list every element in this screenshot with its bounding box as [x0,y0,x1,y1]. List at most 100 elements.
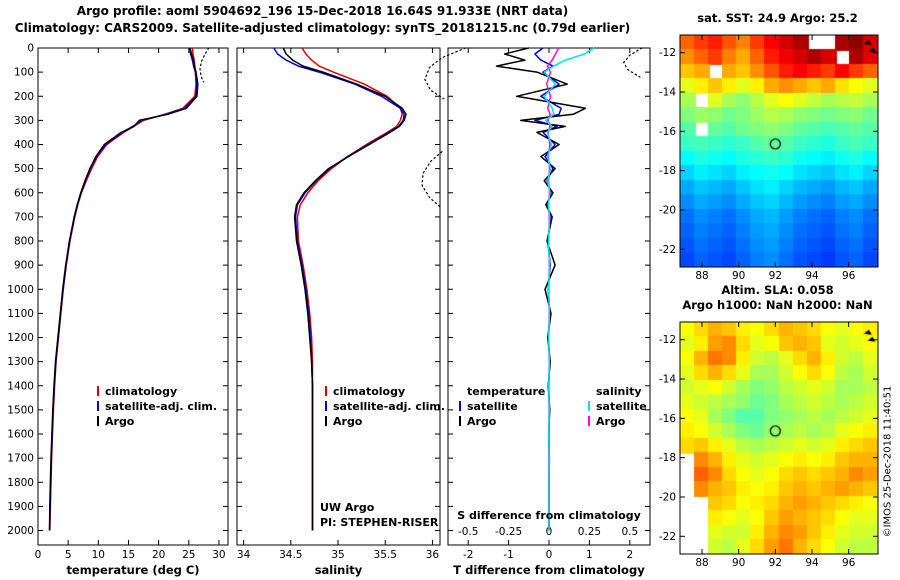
x-tick-label: 10 [92,549,105,561]
legend-item: satellite-adj. clim. [97,399,217,414]
legend-label: satellite-adj. clim. [333,400,446,413]
depth-tick-label: 700 [14,211,34,223]
x-tick-label: 35 [331,549,344,561]
lon-tick-label: 88 [695,557,708,569]
salinity-axis-label: salinity [315,563,363,577]
legend-title: temperature [467,385,546,398]
sst-map-title: sat. SST: 24.9 Argo: 25.2 [697,11,858,25]
x-tick-label: 0 [35,549,42,561]
x-tick-label: 36 [426,549,440,561]
lon-tick-label: 90 [732,557,745,569]
salinity-legend: climatology satellite-adj. clim. Argo [325,384,445,429]
s-tick-label: 0.5 [621,526,638,538]
map-1-axes: 88 90 92 94 96 -12 -14 -16 -18 -20 -22 [659,321,879,569]
argo-heights-title: Argo h1000: NaN h2000: NaN [682,298,873,312]
lon-tick-label: 88 [695,270,708,282]
legend-title: salinity [596,385,642,398]
legend-item: Argo [97,414,217,429]
legend-label: satellite [467,400,518,413]
lon-tick-label: 92 [769,557,782,569]
imos-watermark: ©IMOS 25-Dec-2018 11:40:51 [882,385,894,538]
salinity-satellite-line-swatch [588,401,590,411]
x-tick-label: 15 [122,549,135,561]
dotted-reference-line [199,47,210,83]
difference-panel: -2 -1 0 1 2 T difference from climatology -0.5… [447,47,651,577]
dotted-reference-line [424,47,467,100]
legend-item: satellite [459,399,545,414]
depth-tick-label: 500 [14,163,34,175]
lat-tick-label: -18 [659,165,676,177]
temperature-panel: 0 5 10 15 20 25 300100200300400500600700800900… [7,43,229,577]
x-tick-label: -1 [503,549,513,561]
x-tick-label: 1 [586,549,593,561]
figure-subtitle: Climatology: CARS2009. Satellite-adjuste… [14,21,631,35]
difference-temperature-legend: temperature satellite Argo [459,384,545,429]
argo-line-swatch [459,416,461,426]
depth-tick-label: 1300 [7,356,34,368]
pi-note: PI: STEPHEN-RISER [320,516,439,529]
x-tick-label: 34.5 [279,549,302,561]
map-0-axes: 88 90 92 94 96 -12 -14 -16 -18 -20 -22 [659,34,879,282]
satellite-line-swatch [97,401,99,411]
legend-item: Argo [459,414,545,429]
s-tick-label: 0.25 [578,526,601,538]
depth-tick-label: 1800 [7,477,34,489]
argo-line [282,47,407,531]
argo-line-swatch [97,416,99,426]
difference-salinity-legend: salinity satellite Argo [588,384,647,429]
salinity-frame [236,47,441,546]
climatology-line [49,47,197,531]
satellite-adj-clim--line [273,47,405,531]
legend-label: satellite [596,400,647,413]
x-tick-label: 25 [182,549,195,561]
depth-tick-label: 1700 [7,453,34,465]
legend-item: climatology [97,384,217,399]
depth-tick-label: 1900 [7,501,34,513]
x-tick-label: 20 [152,549,165,561]
legend-label: climatology [333,385,406,398]
sla-map-canvas [680,322,878,554]
lat-tick-label: -22 [659,244,676,256]
lon-tick-label: 94 [805,270,819,282]
legend-label: climatology [105,385,178,398]
depth-tick-label: 1200 [7,332,34,344]
legend-label: Argo [105,415,135,428]
s-tick-label: -0.5 [458,526,479,538]
s-difference-axis-label: S difference from climatology [457,509,641,522]
figure-title: Argo profile: aoml 5904692_196 15-Dec-20… [76,4,569,18]
s-tick-label: 0 [546,526,553,538]
salinity-argo-line-swatch [588,416,590,426]
sst-map-canvas [680,35,878,267]
lat-tick-label: -12 [659,47,676,59]
lat-tick-label: -20 [659,491,676,503]
temperature-axis-label: temperature (deg C) [66,563,199,577]
satellite-adj-clim--line [48,47,198,531]
x-tick-label: 34 [237,549,251,561]
depth-tick-label: 1500 [7,404,34,416]
depth-tick-label: 300 [14,115,34,127]
lat-tick-label: -14 [659,87,676,99]
s-tick-label: -0.25 [495,526,522,538]
lat-tick-label: -14 [659,374,676,386]
depth-tick-label: 200 [14,91,34,103]
satellite-line-swatch [325,401,327,411]
legend-label: Argo [333,415,363,428]
sla-map-title: Altim. SLA: 0.058 [721,283,834,297]
lat-tick-label: -16 [659,126,676,138]
legend-item: satellite-adj. clim. [325,399,445,414]
lon-tick-label: 94 [805,557,819,569]
legend-item: climatology [325,384,445,399]
legend-label: satellite-adj. clim. [105,400,218,413]
difference-axis-label: T difference from climatology [453,563,645,577]
depth-tick-label: 800 [14,236,34,248]
depth-tick-label: 600 [14,187,34,199]
depth-tick-label: 1000 [7,284,34,296]
depth-tick-label: 0 [27,43,34,55]
lon-tick-label: 92 [769,270,782,282]
legend-item: satellite [588,399,647,414]
lon-tick-label: 90 [732,270,745,282]
s-satellite-line [543,47,595,531]
uw-argo-note: UW Argo [320,501,375,514]
